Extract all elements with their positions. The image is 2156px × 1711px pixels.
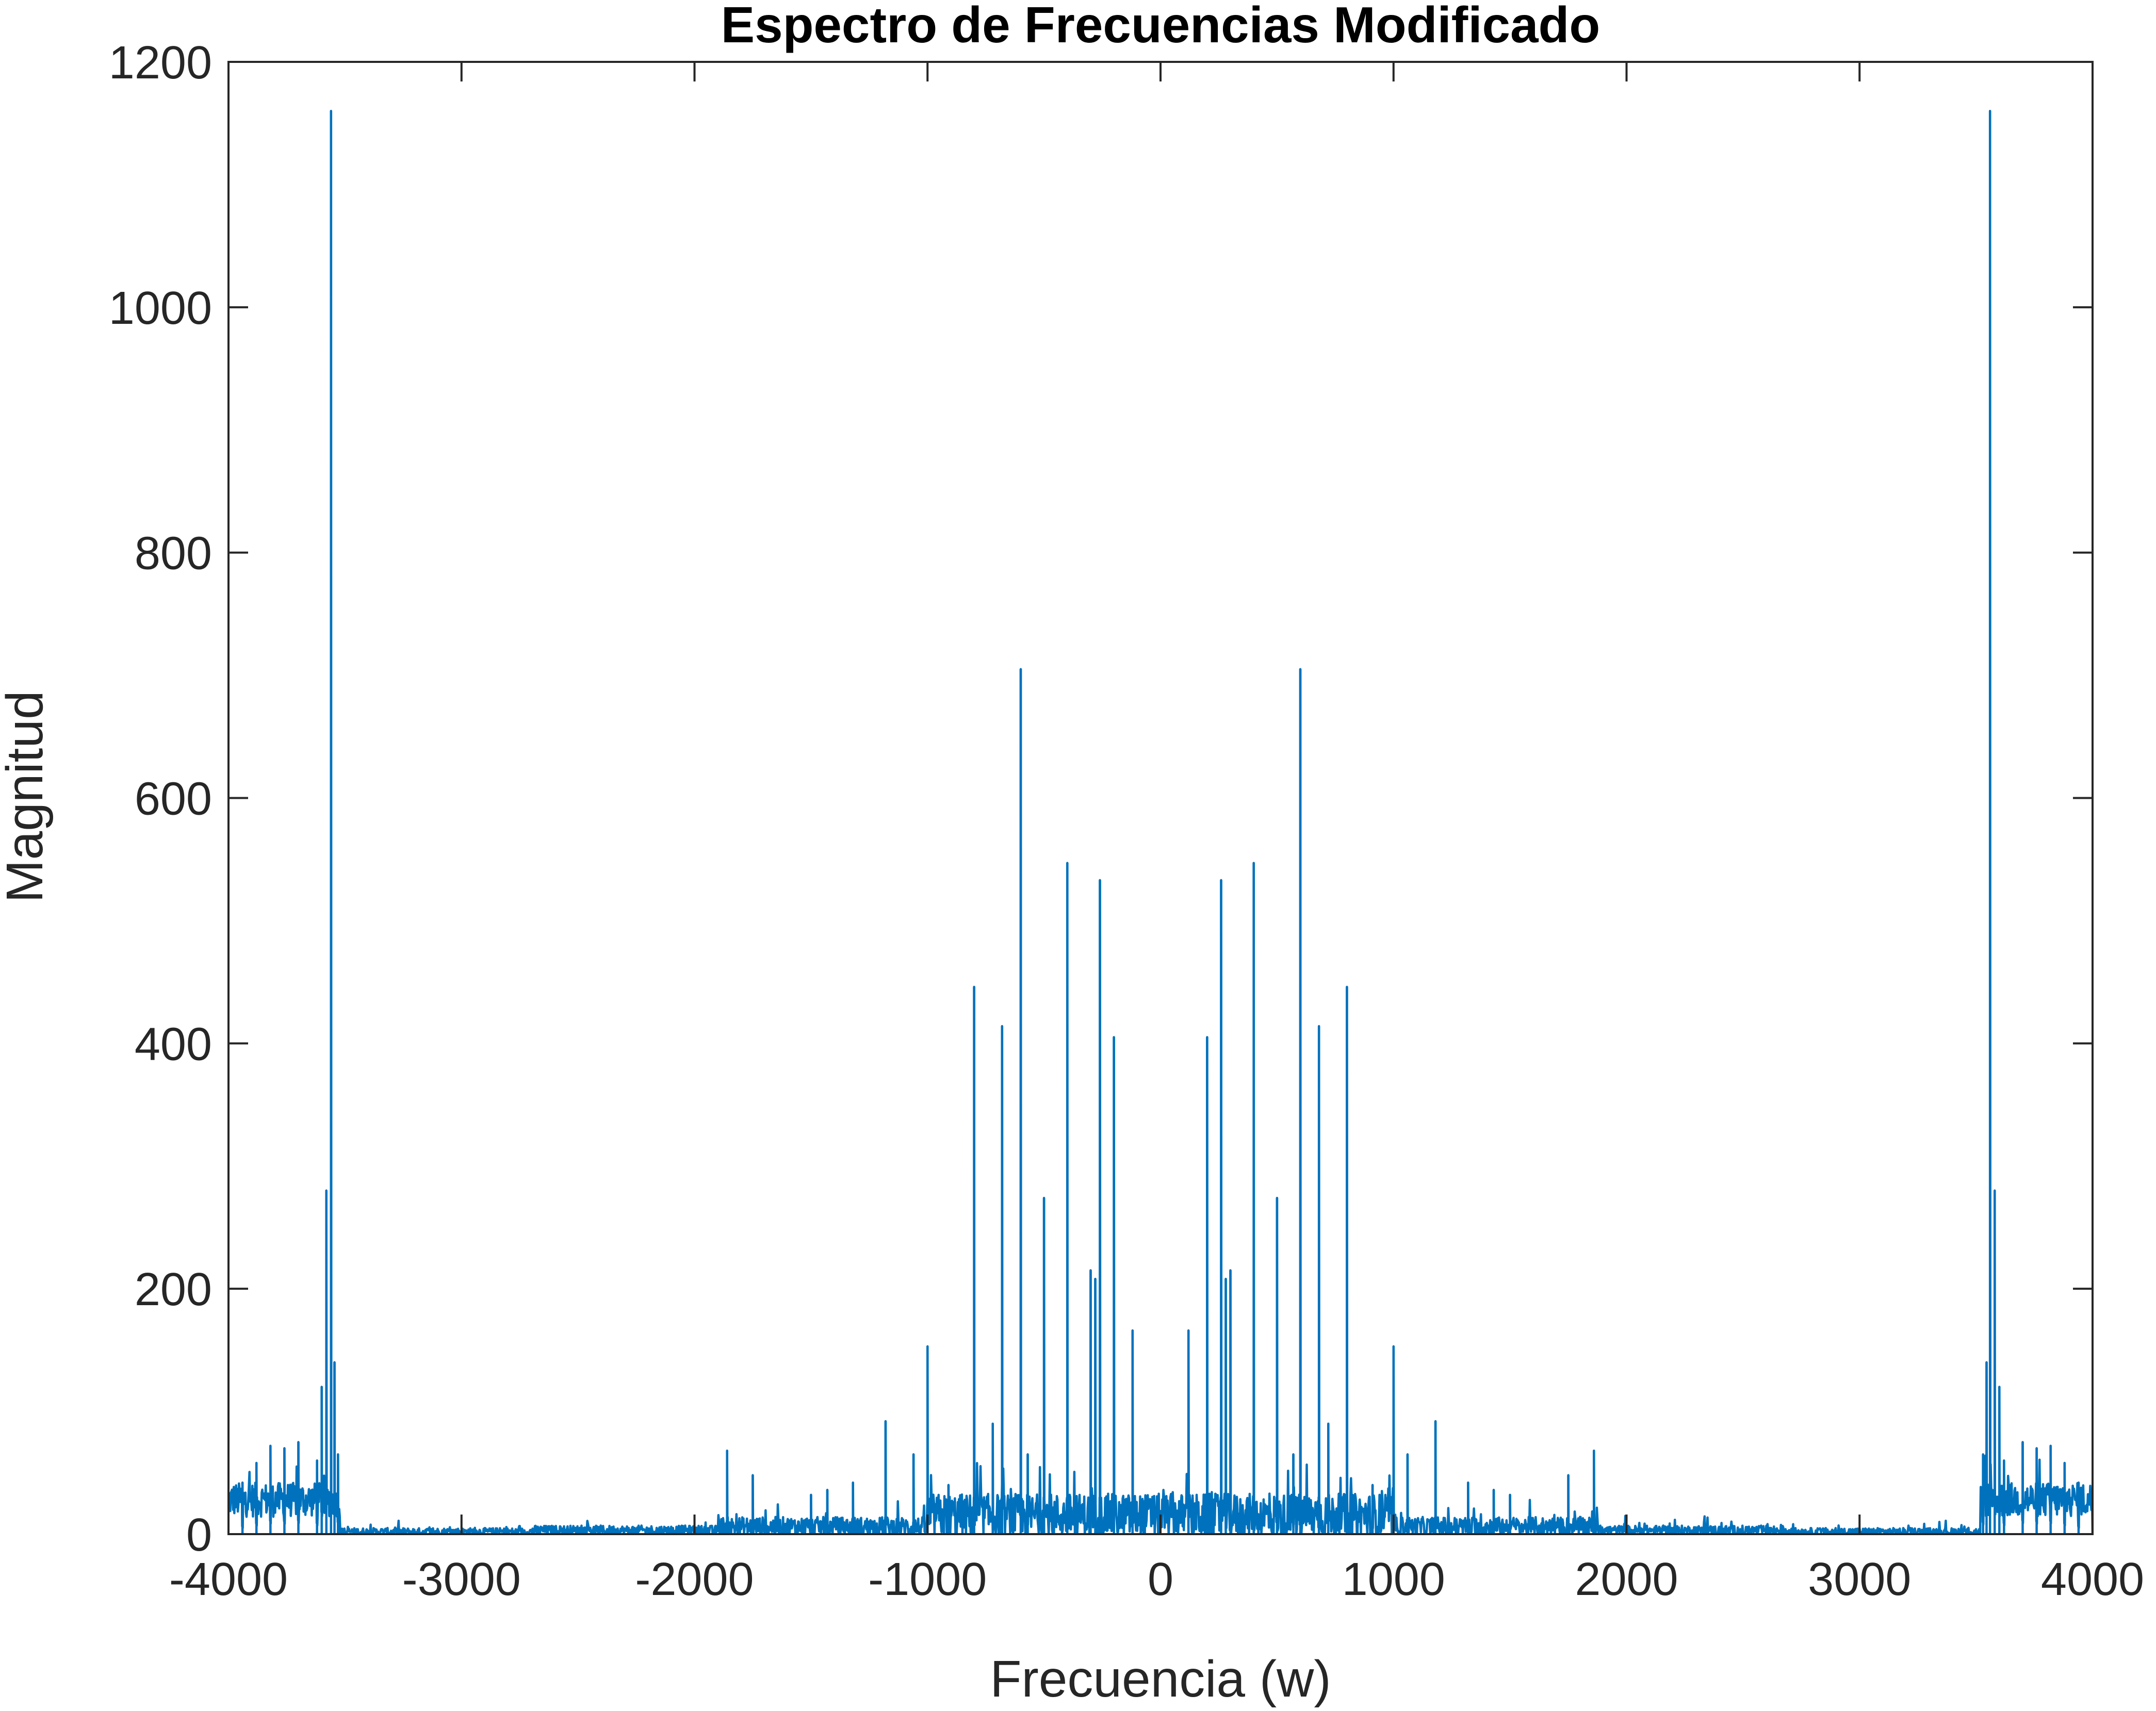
axes-box (227, 61, 2094, 1535)
y-tick-label: 200 (135, 1264, 212, 1315)
x-tick-label: -1000 (868, 1554, 987, 1605)
x-tick-label: 3000 (1808, 1554, 1911, 1605)
y-tick-label: 1200 (109, 37, 212, 89)
y-tick-label: 0 (186, 1509, 212, 1561)
y-tick-label: 800 (135, 528, 212, 580)
x-tick-label: -3000 (402, 1554, 521, 1605)
y-tick-label: 1000 (109, 283, 212, 334)
y-tick-label: 400 (135, 1018, 212, 1070)
x-tick-label: 4000 (2041, 1554, 2144, 1605)
x-axis-label: Frecuencia (w) (990, 1650, 1331, 1708)
x-tick-label: 0 (1148, 1554, 1173, 1605)
x-tick-label: -4000 (169, 1554, 288, 1605)
x-tick-label: 2000 (1575, 1554, 1678, 1605)
x-tick-label: 1000 (1342, 1554, 1445, 1605)
series-line (228, 109, 2093, 1534)
y-tick-label: 600 (135, 774, 212, 825)
y-axis-label: Magnitud (0, 690, 54, 902)
plot-area (228, 109, 2093, 1534)
axes: -4000 -3000 -2000 -1000 0 1000 2000 3000 4000 0 20… (109, 37, 2144, 1605)
chart-title: Espectro de Frecuencias Modificado (721, 0, 1600, 53)
x-tick-label: -2000 (635, 1554, 754, 1605)
